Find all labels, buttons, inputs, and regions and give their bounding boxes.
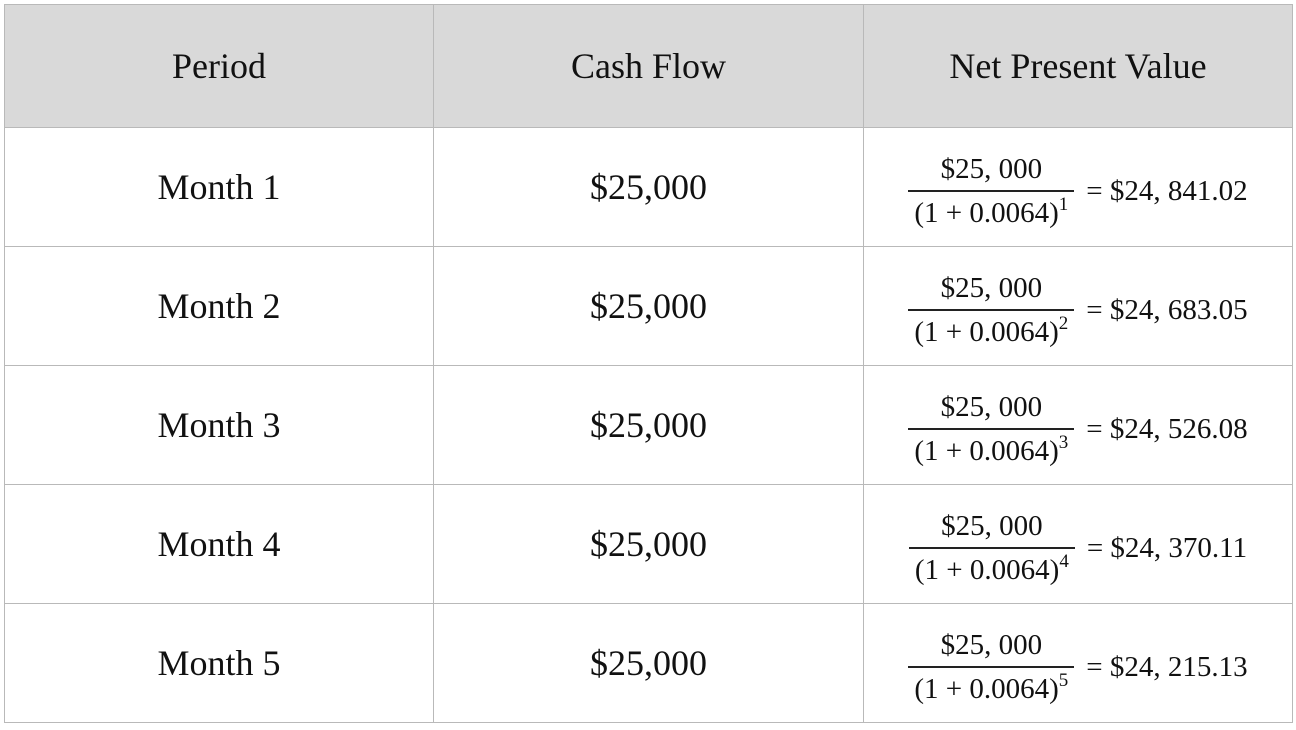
denominator-base: (1 + 0.0064) xyxy=(914,315,1059,348)
npv-result: = $24, 841.02 xyxy=(1086,175,1248,207)
npv-cell: $25, 000 (1 + 0.0064)1 = $24, 841.02 xyxy=(863,127,1293,247)
numerator: $25, 000 xyxy=(940,390,1043,423)
header-net-present-value: Net Present Value xyxy=(863,4,1293,128)
npv-table-container: Period Cash Flow Net Present Value Month… xyxy=(4,4,1293,723)
cash-flow-cell: $25,000 xyxy=(433,365,864,485)
npv-cell: $25, 000 (1 + 0.0064)5 = $24, 215.13 xyxy=(863,603,1293,723)
table-row: Month 1 $25,000 $25, 000 (1 + 0.0064)1 =… xyxy=(4,127,1293,247)
denominator: (1 + 0.0064)5 xyxy=(908,665,1075,706)
header-period: Period xyxy=(4,4,434,128)
denominator: (1 + 0.0064)2 xyxy=(908,308,1075,349)
npv-cell: $25, 000 (1 + 0.0064)4 = $24, 370.11 xyxy=(863,484,1293,604)
numerator: $25, 000 xyxy=(941,509,1043,542)
table-row: Month 5 $25,000 $25, 000 (1 + 0.0064)5 =… xyxy=(4,603,1293,723)
exponent: 4 xyxy=(1059,550,1069,572)
exponent: 3 xyxy=(1058,431,1069,453)
cash-flow-cell: $25,000 xyxy=(433,127,864,247)
period-cell: Month 2 xyxy=(4,246,434,366)
npv-cell: $25, 000 (1 + 0.0064)3 = $24, 526.08 xyxy=(863,365,1293,485)
npv-table: Period Cash Flow Net Present Value Month… xyxy=(4,4,1293,723)
fraction: $25, 000 (1 + 0.0064)3 xyxy=(908,390,1075,468)
period-cell: Month 4 xyxy=(4,484,434,604)
npv-formula: $25, 000 (1 + 0.0064)1 = $24, 841.02 xyxy=(908,152,1248,230)
denominator-base: (1 + 0.0064) xyxy=(914,434,1059,467)
table-row: Month 3 $25,000 $25, 000 (1 + 0.0064)3 =… xyxy=(4,365,1293,485)
numerator: $25, 000 xyxy=(940,271,1043,304)
exponent: 2 xyxy=(1058,312,1069,334)
header-cash-flow: Cash Flow xyxy=(433,4,864,128)
numerator: $25, 000 xyxy=(940,152,1043,185)
npv-result: = $24, 370.11 xyxy=(1086,532,1248,564)
period-cell: Month 1 xyxy=(4,127,434,247)
npv-formula: $25, 000 (1 + 0.0064)2 = $24, 683.05 xyxy=(908,271,1248,349)
fraction: $25, 000 (1 + 0.0064)5 xyxy=(908,628,1075,706)
numerator: $25, 000 xyxy=(940,628,1043,661)
fraction: $25, 000 (1 + 0.0064)1 xyxy=(908,152,1075,230)
npv-result: = $24, 215.13 xyxy=(1086,651,1248,683)
header-row: Period Cash Flow Net Present Value xyxy=(4,4,1293,128)
npv-result: = $24, 683.05 xyxy=(1086,294,1248,326)
cash-flow-cell: $25,000 xyxy=(433,603,864,723)
npv-result: = $24, 526.08 xyxy=(1086,413,1248,445)
cash-flow-cell: $25,000 xyxy=(433,484,864,604)
npv-formula: $25, 000 (1 + 0.0064)4 = $24, 370.11 xyxy=(908,509,1248,587)
npv-formula: $25, 000 (1 + 0.0064)5 = $24, 215.13 xyxy=(908,628,1248,706)
denominator: (1 + 0.0064)4 xyxy=(908,546,1075,587)
table-row: Month 4 $25,000 $25, 000 (1 + 0.0064)4 =… xyxy=(4,484,1293,604)
period-cell: Month 5 xyxy=(4,603,434,723)
fraction: $25, 000 (1 + 0.0064)2 xyxy=(908,271,1075,349)
cash-flow-cell: $25,000 xyxy=(433,246,864,366)
table-row: Month 2 $25,000 $25, 000 (1 + 0.0064)2 =… xyxy=(4,246,1293,366)
denominator: (1 + 0.0064)1 xyxy=(908,189,1075,230)
denominator-base: (1 + 0.0064) xyxy=(914,553,1060,586)
denominator: (1 + 0.0064)3 xyxy=(908,427,1075,468)
exponent: 1 xyxy=(1058,193,1069,215)
npv-cell: $25, 000 (1 + 0.0064)2 = $24, 683.05 xyxy=(863,246,1293,366)
npv-formula: $25, 000 (1 + 0.0064)3 = $24, 526.08 xyxy=(908,390,1248,468)
exponent: 5 xyxy=(1058,669,1069,691)
denominator-base: (1 + 0.0064) xyxy=(914,672,1059,705)
denominator-base: (1 + 0.0064) xyxy=(914,196,1059,229)
period-cell: Month 3 xyxy=(4,365,434,485)
fraction: $25, 000 (1 + 0.0064)4 xyxy=(908,509,1075,587)
